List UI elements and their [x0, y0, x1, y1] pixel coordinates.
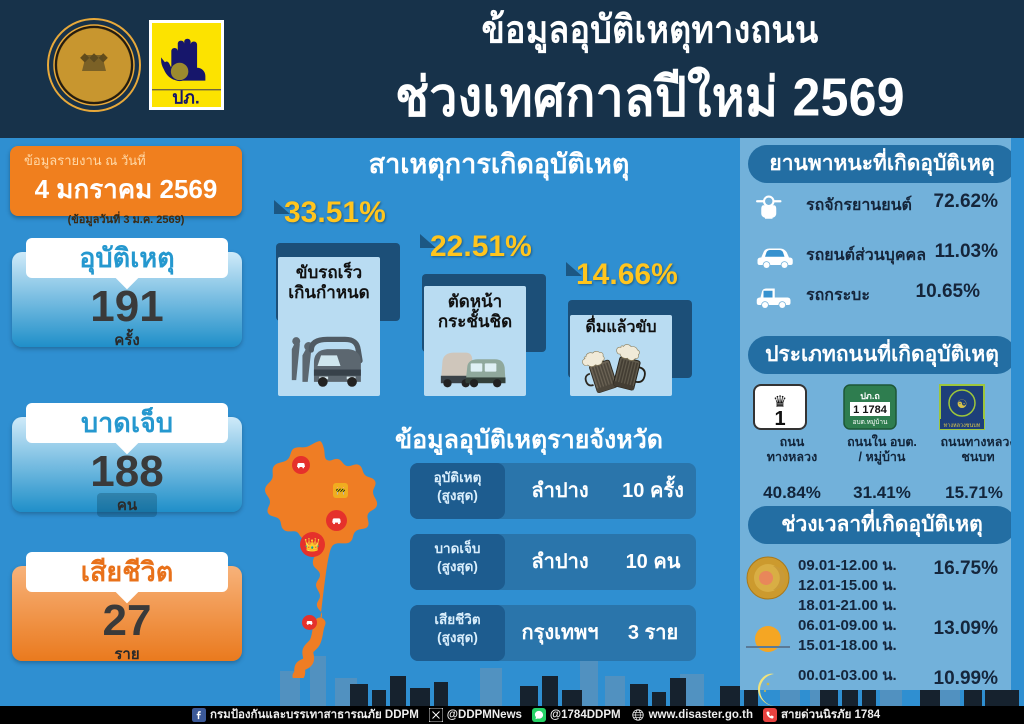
svg-text:ทางหลวงชนบท: ทางหลวงชนบท — [944, 422, 981, 429]
svg-text:อบต.หมู่บ้าน: อบต.หมู่บ้าน — [853, 418, 888, 426]
svg-text:1 1784: 1 1784 — [853, 404, 888, 416]
svg-text:ปภ.ถ: ปภ.ถ — [860, 391, 880, 401]
svg-text:1: 1 — [774, 408, 785, 430]
svg-text:ปภ.: ปภ. — [172, 88, 199, 107]
svg-text:☯: ☯ — [957, 397, 968, 411]
